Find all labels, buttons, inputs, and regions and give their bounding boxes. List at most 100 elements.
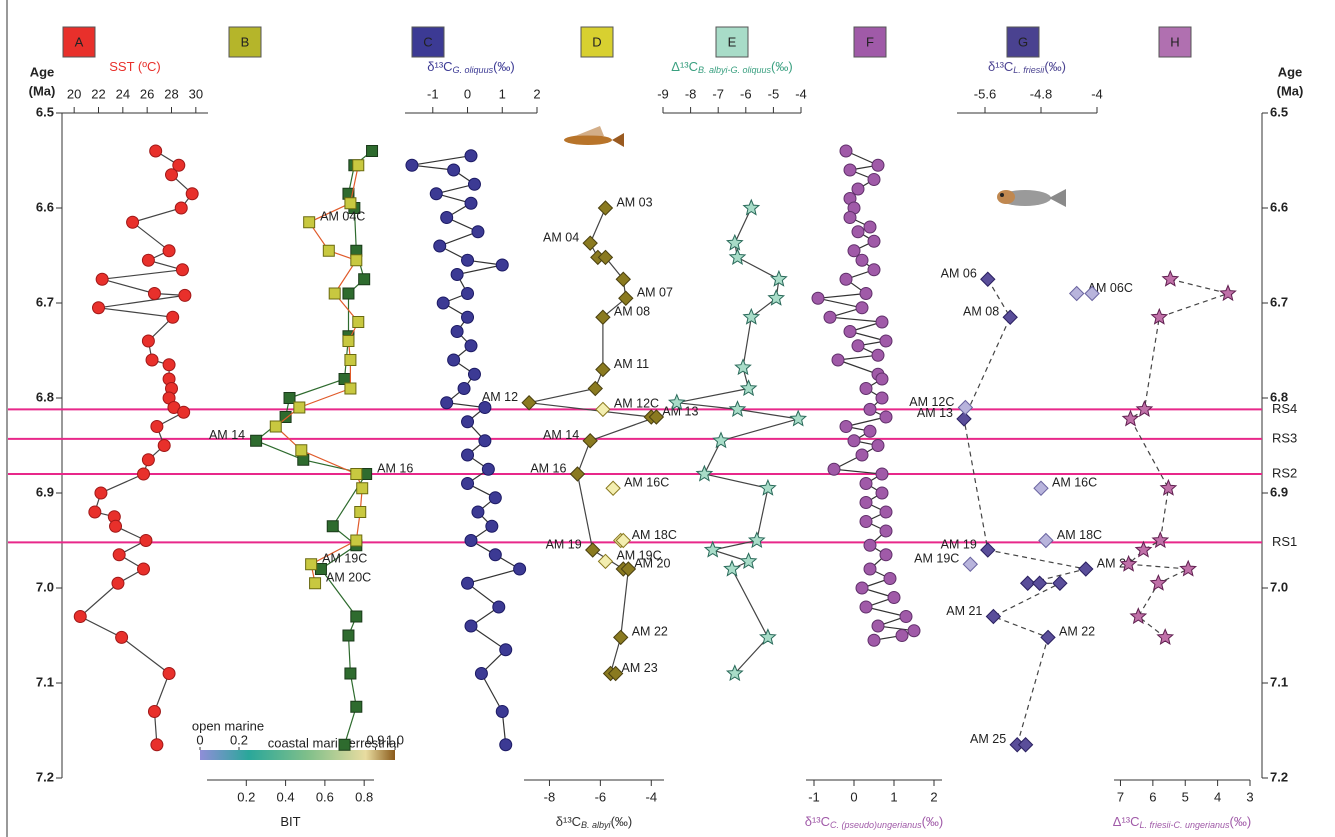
data-point [1019, 575, 1036, 591]
data-point [303, 216, 316, 229]
data-point [839, 272, 853, 286]
data-point [871, 439, 885, 452]
data-point [1156, 628, 1175, 645]
data-point [356, 482, 369, 495]
data-point [141, 334, 155, 348]
data-point [648, 409, 665, 425]
data-point [767, 289, 786, 306]
colorbar-class: coastal marine [268, 735, 353, 750]
data-point [461, 310, 475, 324]
data-point [607, 665, 624, 682]
point-label: AM 20 [1097, 556, 1133, 570]
data-point [1159, 478, 1178, 496]
panel-letter-box [228, 26, 262, 58]
x-axis-title: δ¹³CC. (pseudo)ungerianus(‰) [805, 814, 944, 830]
data-point [569, 466, 586, 482]
data-point [1151, 531, 1170, 549]
panel-letter: A [75, 34, 84, 49]
data-point [759, 478, 777, 496]
data-point [436, 296, 450, 310]
data-point [495, 705, 509, 718]
data-point [742, 198, 761, 216]
data-point [350, 468, 363, 480]
data-point [855, 581, 869, 595]
data-point [871, 619, 885, 633]
data-point [843, 325, 857, 338]
x-tick-label: 3 [1246, 789, 1253, 804]
data-point [73, 610, 87, 623]
data-point [471, 505, 485, 519]
x-tick-label: -9 [657, 86, 669, 101]
data-point [279, 411, 292, 423]
data-point [725, 664, 744, 682]
data-point [137, 467, 151, 481]
point-label: AM 19C [914, 552, 959, 566]
age-axis-unit: (Ma) [1277, 83, 1304, 98]
data-point [157, 439, 171, 452]
panel-letter: E [728, 34, 737, 49]
data-point [839, 420, 853, 433]
data-point [1121, 409, 1140, 427]
data-point [956, 411, 972, 427]
data-point [293, 401, 306, 414]
data-point [177, 405, 191, 419]
age-tick-label: 6.9 [1270, 484, 1288, 499]
panel-letter-box [715, 26, 749, 58]
x-axis-title-part: δ¹³C [556, 814, 581, 829]
data-point [139, 534, 153, 547]
colorbar [200, 750, 395, 760]
data-point [587, 380, 603, 397]
data-point [405, 158, 419, 172]
x-axis-title: δ¹³CG. oliquus(‰) [427, 59, 515, 75]
age-tick-label: 6.7 [36, 294, 54, 309]
data-point [859, 287, 873, 300]
colorbar-tick-label: 0 [196, 732, 203, 747]
point-label: AM 21 [946, 604, 982, 618]
data-point [887, 591, 901, 604]
data-point [851, 225, 865, 239]
x-axis-title-part: δ¹³C [427, 59, 452, 74]
data-point [839, 144, 853, 158]
x-axis-title-part: C. (pseudo)ungerianus [830, 820, 922, 830]
data-point [1119, 554, 1138, 572]
data-point [461, 448, 475, 462]
data-point [250, 434, 263, 447]
x-axis-title-part: (‰) [1230, 814, 1252, 829]
data-point [867, 633, 881, 647]
colorbar-tick-label: 0.9 [366, 732, 384, 747]
data-point [478, 434, 492, 448]
x-tick-label: 24 [116, 86, 130, 101]
data-point [851, 339, 865, 353]
data-point [145, 353, 159, 367]
point-label: AM 06C [1088, 281, 1133, 295]
data-point [875, 467, 889, 481]
x-axis-title-part: B. albyi [581, 820, 612, 830]
data-point [461, 287, 475, 300]
x-tick-label: 2 [930, 789, 937, 804]
data-point [126, 215, 140, 229]
data-point [488, 491, 502, 505]
x-axis-title-part: BIT [280, 814, 300, 829]
data-point [597, 249, 614, 266]
age-tick-label: 6.8 [36, 389, 54, 404]
data-point [883, 572, 897, 585]
data-point [464, 149, 478, 163]
data-point [1040, 629, 1056, 646]
panel-letter: F [866, 34, 874, 49]
data-point [595, 361, 611, 378]
data-point [350, 610, 363, 623]
point-label: AM 07 [637, 286, 673, 300]
point-label: AM 22 [632, 625, 668, 639]
colorbar-tick-label: 0.2 [230, 732, 248, 747]
x-axis-title: δ¹³CB. albyi(‰) [556, 814, 632, 830]
age-tick-label: 6.9 [36, 484, 54, 499]
x-axis-title: SST (ºC) [109, 59, 160, 74]
data-point [283, 392, 296, 404]
data-point [615, 532, 631, 549]
age-axis-unit: (Ma) [29, 83, 56, 98]
data-point [859, 515, 873, 528]
x-tick-label: 28 [164, 86, 178, 101]
data-point [1135, 400, 1154, 417]
data-point [871, 158, 885, 172]
point-label: AM 11 [614, 357, 649, 371]
